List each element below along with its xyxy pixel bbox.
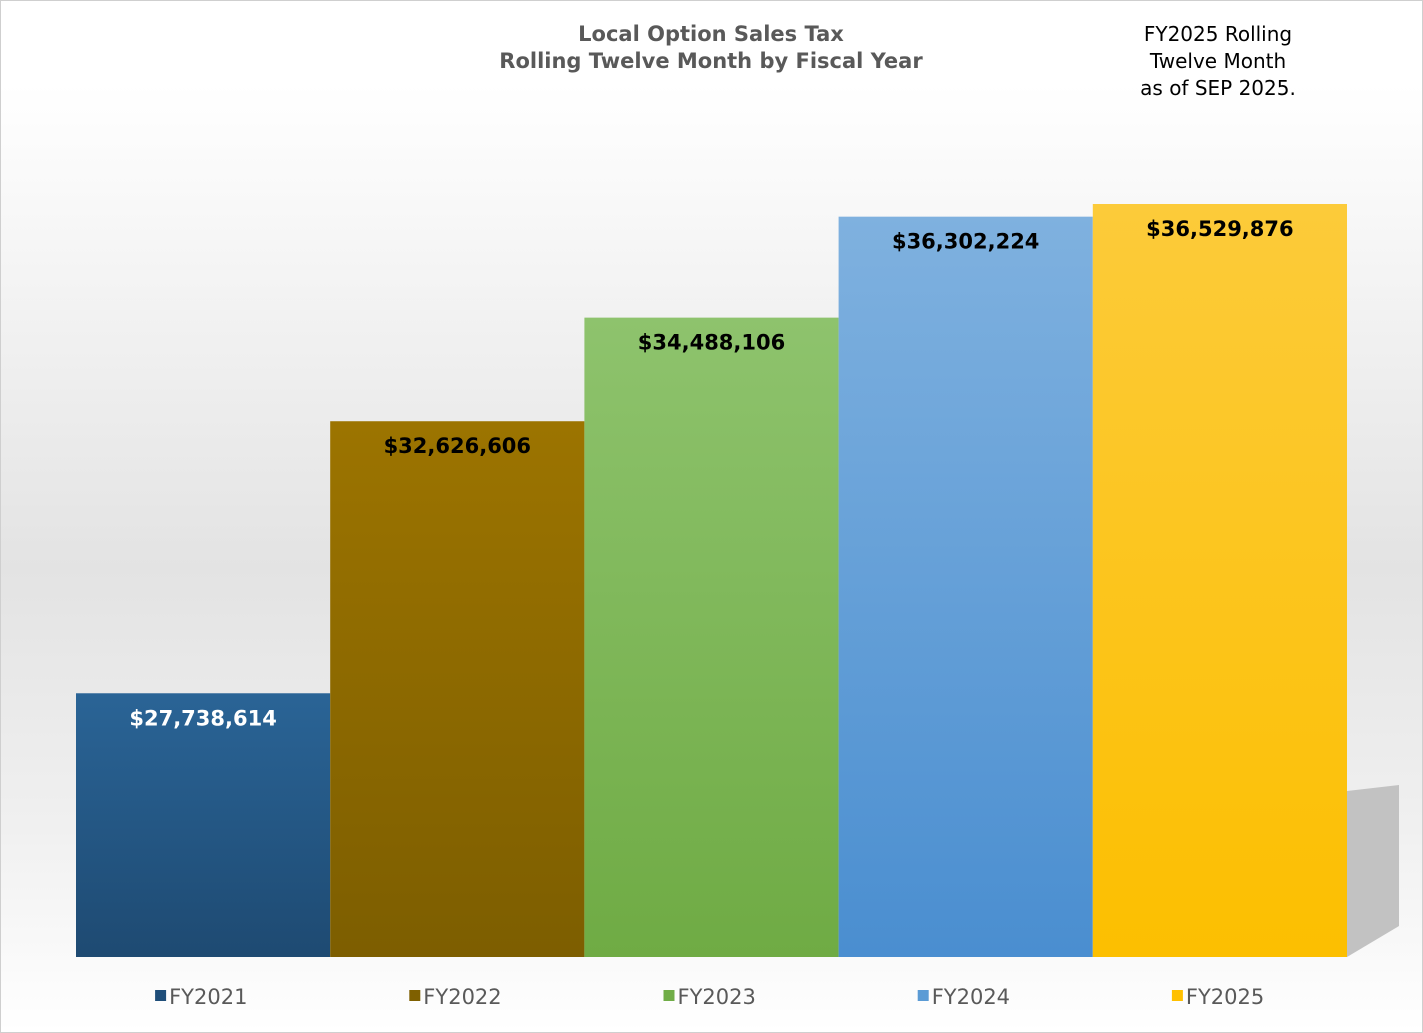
legend-swatch-fy2025 [1171,990,1183,1001]
data-label-fy2022: $32,626,606 [384,434,531,458]
bar-fy2023 [584,317,839,957]
bar-fy2021 [76,693,331,957]
annotation-line-3: as of SEP 2025. [1140,76,1296,100]
annotation-line-1: FY2025 Rolling [1144,22,1292,46]
legend-swatch-fy2021 [155,990,167,1001]
legend-swatch-fy2022 [409,990,421,1001]
legend-label-fy2025: FY2025 [1186,985,1264,1009]
bars-group [76,204,1347,958]
legend-label-fy2021: FY2021 [169,985,247,1009]
chart-subtitle: Rolling Twelve Month by Fiscal Year [499,49,923,73]
legend: FY2021 FY2022 FY2023 FY2024 FY2025 [155,985,1264,1009]
data-label-fy2021: $27,738,614 [129,706,276,730]
chart-title: Local Option Sales Tax [578,22,844,46]
legend-swatch-fy2024 [917,990,929,1001]
data-label-fy2023: $34,488,106 [638,331,785,355]
bar-fy2022 [330,421,585,957]
bar-shadow [1347,785,1399,957]
legend-label-fy2022: FY2022 [423,985,501,1009]
bar-fy2025 [1092,204,1347,957]
bar-fy2024 [838,216,1093,958]
annotation-line-2: Twelve Month [1149,49,1286,73]
legend-label-fy2023: FY2023 [678,985,756,1009]
legend-swatch-fy2023 [663,990,675,1001]
data-label-fy2025: $36,529,876 [1146,217,1293,241]
legend-label-fy2024: FY2024 [932,985,1010,1009]
data-label-fy2024: $36,302,224 [892,230,1039,254]
data-labels-group: $27,738,614 $32,626,606 $34,488,106 $36,302… [129,217,1293,730]
